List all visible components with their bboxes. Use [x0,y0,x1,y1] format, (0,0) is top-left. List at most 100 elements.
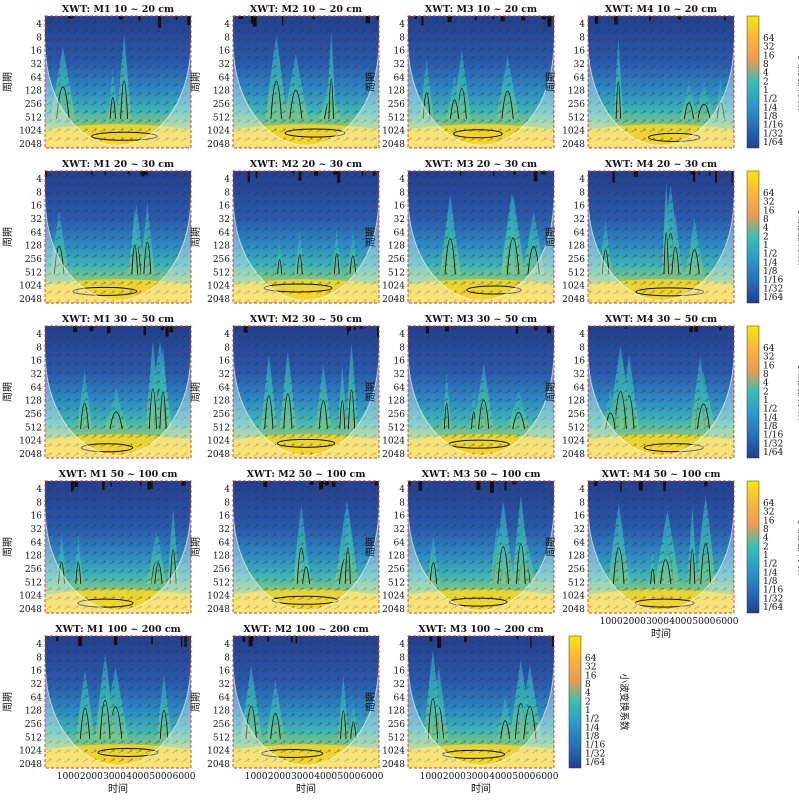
cone-of-influence [45,171,191,303]
x-tick-label: 5000 [692,617,715,627]
y-tick-label: 128 [213,87,230,97]
colorbar-tick-label: 64 [763,189,775,199]
x-tick-label: 2000 [80,772,103,782]
cone-of-influence [233,171,379,303]
panel-title: XWT: M3 50 ~ 100 cm [422,469,541,480]
y-tick-label: 512 [568,113,585,123]
x-tick-label: 1000 [600,617,623,627]
y-tick-label: 2048 [207,140,230,150]
coi-boundary [233,659,379,766]
xwt-panel: XWT: M3 20 ~ 30 cm 4 8 16 32 64 128 256 512 1024 2… [365,159,555,305]
y-axis-label: 周期 [2,227,14,247]
y-tick-label: 2048 [19,140,42,150]
y-tick-label: 32 [394,60,405,70]
y-tick-label: 256 [568,100,585,110]
y-tick-label: 4 [579,175,585,185]
cone-of-influence [588,326,734,458]
y-tick-label: 8 [399,343,405,353]
colorbar-tick-label: 1 [585,706,591,716]
y-tick-label: 64 [574,228,586,238]
y-tick-label: 8 [399,188,405,198]
y-tick-label: 2048 [207,295,230,305]
phase-arrows [45,481,191,613]
y-tick-label: 64 [31,73,43,83]
y-tick-label: 16 [574,202,586,212]
cone-of-influence [588,481,734,613]
panel-title: XWT: M2 10 ~ 20 cm [250,4,362,15]
y-axis-label: 周期 [190,537,202,557]
panel-title: XWT: M2 20 ~ 30 cm [250,159,362,170]
y-tick-label: 16 [219,202,231,212]
y-axis-label: 周期 [190,382,202,402]
cone-of-influence [408,16,554,148]
xwt-panel: XWT: M4 10 ~ 20 cm 4 8 16 32 64 128 256 512 1024 2… [545,4,735,150]
y-tick-label: 1024 [382,592,405,602]
y-tick-label: 32 [219,370,230,380]
y-axis-label: 周期 [365,537,377,557]
colorbar-tick-label: 1/32 [763,129,783,139]
colorbar-tick-label: 1/2 [763,405,777,415]
panel-title: XWT: M1 100 ~ 200 cm [55,624,180,635]
panel-frame [232,325,380,459]
y-tick-label: 8 [224,653,230,663]
y-tick-label: 4 [399,175,405,185]
colorbar-tick-label: 1/8 [763,112,778,122]
y-tick-label: 16 [31,47,43,57]
y-axis-label: 周期 [2,692,14,712]
panel-frame [44,170,192,304]
x-tick-label: 4000 [314,772,337,782]
phase-arrows [233,16,379,148]
y-tick-label: 4 [399,20,405,30]
colorbar-label: 小波变换系数 [618,673,630,731]
y-tick-label: 64 [31,693,43,703]
y-tick-label: 1024 [19,282,42,292]
xwt-panel: XWT: M3 10 ~ 20 cm 4 8 16 32 64 128 256 512 1024 2… [365,4,555,150]
coi-boundary [408,659,554,766]
coi-boundary [588,504,734,611]
y-tick-label: 1024 [19,747,42,757]
panel-title: XWT: M3 20 ~ 30 cm [425,159,537,170]
y-tick-label: 2048 [562,140,585,150]
y-tick-label: 1024 [562,592,585,602]
x-tick-label: 3000 [103,772,126,782]
colorbar-tick-label: 2 [763,77,769,87]
colorbar-tick-label: 4 [763,69,769,79]
y-tick-label: 16 [219,47,231,57]
y-tick-label: 64 [574,73,586,83]
y-tick-label: 4 [36,175,42,185]
y-tick-label: 8 [36,653,42,663]
y-tick-label: 2048 [207,605,230,615]
phase-arrows [588,16,734,148]
y-tick-label: 32 [31,525,42,535]
colorbar-tick-label: 1/32 [763,284,783,294]
y-tick-label: 4 [224,175,230,185]
y-tick-label: 8 [224,33,230,43]
y-tick-label: 64 [31,228,43,238]
colorbar-tick-label: 1/64 [763,448,783,458]
phase-arrows [588,171,734,303]
y-tick-label: 128 [25,707,42,717]
y-tick-label: 32 [219,60,230,70]
y-tick-label: 8 [36,343,42,353]
colorbar-tick-label: 1/2 [763,250,777,260]
colorbar-tick-label: 1/16 [763,276,783,286]
xwt-panel: XWT: M2 10 ~ 20 cm 4 8 16 32 64 128 256 512 1024 2… [190,4,380,150]
y-tick-label: 512 [388,113,405,123]
phase-arrows [45,326,191,458]
colorbar-tick-label: 16 [763,516,775,526]
cone-of-influence [588,16,734,148]
colorbar-gradient [568,635,582,769]
y-tick-label: 512 [213,113,230,123]
xwt-panel: XWT: M4 50 ~ 100 cm 4 8 16 32 64 128 256 512 1024… [545,469,739,640]
y-tick-label: 128 [213,707,230,717]
y-tick-label: 2048 [382,295,405,305]
coi-boundary [588,349,734,456]
colorbar-tick-label: 64 [763,34,775,44]
y-tick-label: 256 [213,565,230,575]
colorbar-tick-label: 2 [763,542,769,552]
y-tick-label: 256 [25,100,42,110]
phase-arrows [588,481,734,613]
colorbar-tick-label: 64 [763,499,775,509]
x-tick-label: 5000 [512,772,535,782]
panel-title: XWT: M1 10 ~ 20 cm [62,4,174,15]
